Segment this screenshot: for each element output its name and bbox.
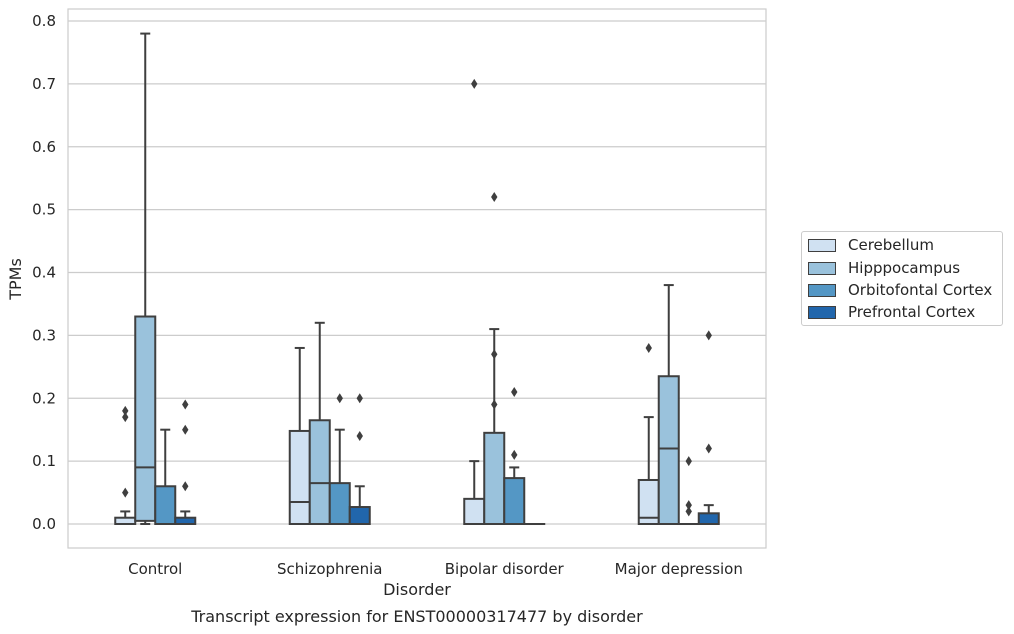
legend-item-cerebellum: Cerebellum	[808, 234, 934, 256]
box-prefrontal-cortex-major-depression	[697, 330, 720, 526]
outlier-point	[182, 399, 189, 410]
box-body	[697, 512, 720, 526]
legend-item-orbitofrontal: Orbitofontal Cortex	[808, 279, 992, 301]
outlier-point	[182, 481, 189, 492]
box-orbitofontal-cortex-schizophrenia	[328, 393, 351, 526]
box-body	[288, 429, 311, 526]
legend-label-hippocampus: Hipppocampus	[848, 259, 961, 277]
outlier-point	[356, 393, 363, 404]
outlier-point	[491, 349, 498, 360]
legend-label-orbitofrontal: Orbitofontal Cortex	[848, 281, 993, 299]
box-orbitofontal-cortex-major-depression	[677, 456, 700, 526]
outlier-point	[705, 330, 712, 341]
y-tick-label: 0.0	[32, 515, 56, 533]
outlier-point	[122, 405, 129, 416]
outlier-point	[685, 456, 692, 467]
legend-label-prefrontal: Prefrontal Cortex	[848, 303, 976, 321]
y-tick-label: 0.5	[32, 201, 56, 219]
box-body	[328, 482, 351, 526]
x-tick-label: Control	[128, 560, 182, 578]
y-tick-label: 0.3	[32, 326, 56, 344]
legend-item-hippocampus: Hipppocampus	[808, 257, 960, 279]
box-body	[308, 419, 331, 526]
box-body	[134, 315, 157, 522]
outlier-point	[122, 487, 129, 498]
box-cerebellum-major-depression	[637, 342, 660, 525]
outlier-point	[491, 192, 498, 203]
y-tick-label: 0.4	[32, 264, 56, 282]
box-hipppocampus-control	[134, 32, 157, 525]
grid-lines	[68, 20, 766, 525]
y-tick-label: 0.2	[32, 389, 56, 407]
outlier-point	[685, 506, 692, 517]
box-hipppocampus-bipolar-disorder	[483, 192, 506, 525]
outlier-point	[122, 412, 129, 423]
outlier-point	[645, 342, 652, 353]
x-tick-label: Bipolar disorder	[445, 560, 565, 578]
outlier-point	[511, 449, 518, 460]
legend-swatch-prefrontal	[808, 305, 836, 319]
plot-frame	[67, 8, 767, 549]
x-tick-label: Major depression	[615, 560, 743, 578]
legend-swatch-orbitofrontal	[808, 283, 836, 297]
box-body	[463, 497, 486, 526]
box-body	[154, 485, 177, 525]
legend-swatch-hippocampus	[808, 261, 836, 275]
x-axis-label: Disorder	[383, 580, 451, 599]
box-body	[657, 375, 680, 525]
box-prefrontal-cortex-control	[174, 399, 197, 526]
box-orbitofontal-cortex-bipolar-disorder	[503, 386, 526, 526]
legend-item-prefrontal: Prefrontal Cortex	[808, 301, 975, 323]
box-cerebellum-schizophrenia	[288, 346, 311, 526]
box-hipppocampus-schizophrenia	[308, 321, 331, 526]
chart-title: Transcript expression for ENST0000031747…	[190, 607, 643, 626]
y-tick-labels: 0.0 0.1 0.2 0.3 0.4 0.5 0.6 0.7 0.8	[32, 12, 56, 533]
legend-label-cerebellum: Cerebellum	[848, 236, 934, 254]
outlier-point	[182, 424, 189, 435]
box-body	[483, 431, 506, 525]
box-body	[348, 506, 371, 525]
outlier-point	[705, 443, 712, 454]
x-tick-label: Schizophrenia	[277, 560, 382, 578]
y-tick-label: 0.7	[32, 75, 56, 93]
box-series	[114, 32, 720, 526]
box-orbitofontal-cortex-control	[154, 428, 177, 525]
y-tick-label: 0.8	[32, 12, 56, 30]
box-prefrontal-cortex-schizophrenia	[348, 393, 371, 525]
outlier-point	[511, 386, 518, 397]
box-hipppocampus-major-depression	[657, 284, 680, 525]
legend: Cerebellum Hipppocampus Orbitofontal Cor…	[801, 231, 1003, 326]
legend-swatch-cerebellum	[808, 238, 836, 252]
outlier-point	[685, 500, 692, 511]
x-tick-labels: Control Schizophrenia Bipolar disorder Majo…	[128, 560, 743, 578]
box-cerebellum-bipolar-disorder	[463, 78, 486, 526]
y-tick-label: 0.6	[32, 138, 56, 156]
box-cerebellum-control	[114, 405, 137, 526]
y-tick-label: 0.1	[32, 452, 56, 470]
y-axis-label: TPMs	[6, 258, 25, 301]
outlier-point	[471, 78, 478, 89]
outlier-point	[356, 430, 363, 441]
outlier-point	[491, 399, 498, 410]
outlier-point	[336, 393, 343, 404]
box-body	[503, 477, 526, 526]
